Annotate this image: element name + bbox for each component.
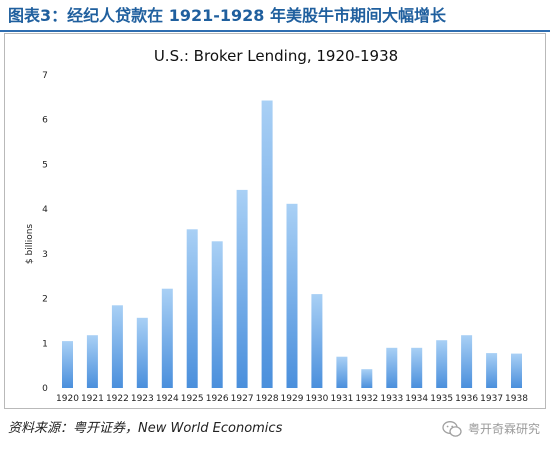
- wechat-icon: [442, 421, 462, 437]
- source-note: 资料来源：粤开证券，New World Economics: [8, 421, 283, 436]
- y-tick-label: 2: [42, 295, 48, 305]
- bar-1936: [461, 335, 473, 388]
- y-axis-label: $ billions: [25, 224, 35, 265]
- bar-1926: [211, 241, 223, 388]
- chart-panel: U.S.: Broker Lending, 1920-1938 $ billio…: [4, 33, 546, 409]
- y-tick-label: 3: [42, 250, 48, 260]
- bar-1923: [136, 317, 148, 388]
- y-tick-label: 0: [42, 384, 48, 394]
- bar-1928: [261, 100, 273, 388]
- bar-1934: [411, 347, 423, 388]
- y-tick-label: 5: [42, 160, 48, 170]
- x-tick-label: 1931: [330, 394, 353, 404]
- chart-title: U.S.: Broker Lending, 1920-1938: [154, 47, 398, 65]
- bar-1920: [62, 341, 73, 388]
- watermark-text: 粤开奇霖研究: [467, 422, 540, 436]
- y-axis: 0 1 2 3 4 5 6 7: [42, 71, 48, 394]
- x-tick-label: 1925: [181, 394, 204, 404]
- bar-1933: [386, 347, 398, 388]
- x-tick-label: 1922: [106, 394, 129, 404]
- x-axis: 1920 1921 1922 1923 1924 1925 1926 1927 1928 1929…: [56, 394, 528, 404]
- x-tick-label: 1928: [256, 394, 279, 404]
- x-tick-label: 1934: [405, 394, 428, 404]
- x-tick-label: 1936: [455, 394, 478, 404]
- x-tick-label: 1933: [380, 394, 403, 404]
- x-tick-label: 1935: [430, 394, 453, 404]
- x-tick-label: 1927: [231, 394, 254, 404]
- broker-lending-chart: U.S.: Broker Lending, 1920-1938 $ billio…: [25, 47, 528, 404]
- x-tick-label: 1932: [355, 394, 378, 404]
- bar-1925: [186, 229, 198, 388]
- x-tick-label: 1923: [131, 394, 154, 404]
- x-tick-label: 1924: [156, 394, 179, 404]
- title-divider: [0, 30, 550, 32]
- figure-title: 图表3：经纪人贷款在 1921-1928 年美股牛市期间大幅增长: [8, 6, 446, 25]
- x-tick-label: 1929: [281, 394, 304, 404]
- y-tick-label: 4: [42, 205, 48, 215]
- bar-series: [62, 100, 522, 388]
- bar-1937: [486, 353, 498, 388]
- bar-1924: [161, 288, 173, 388]
- y-tick-label: 7: [42, 71, 48, 81]
- bar-1930: [311, 294, 323, 388]
- bar-1929: [286, 203, 298, 388]
- bar-1932: [361, 369, 373, 388]
- bar-1935: [436, 340, 448, 388]
- x-tick-label: 1921: [81, 394, 104, 404]
- bar-1921: [86, 335, 98, 388]
- y-tick-label: 1: [42, 339, 48, 349]
- y-tick-label: 6: [42, 116, 48, 126]
- bar-1922: [111, 305, 123, 388]
- x-tick-label: 1930: [305, 394, 328, 404]
- x-tick-label: 1938: [505, 394, 528, 404]
- bar-1938: [511, 353, 522, 388]
- bar-1927: [236, 189, 248, 388]
- x-tick-label: 1920: [56, 394, 79, 404]
- x-tick-label: 1926: [206, 394, 229, 404]
- bar-1931: [336, 356, 348, 388]
- watermark: 粤开奇霖研究: [442, 416, 540, 442]
- x-tick-label: 1937: [480, 394, 503, 404]
